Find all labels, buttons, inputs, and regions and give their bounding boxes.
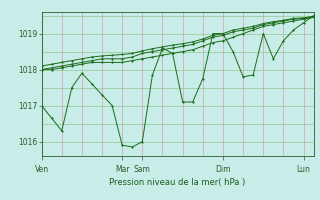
X-axis label: Pression niveau de la mer( hPa ): Pression niveau de la mer( hPa ): [109, 178, 246, 187]
